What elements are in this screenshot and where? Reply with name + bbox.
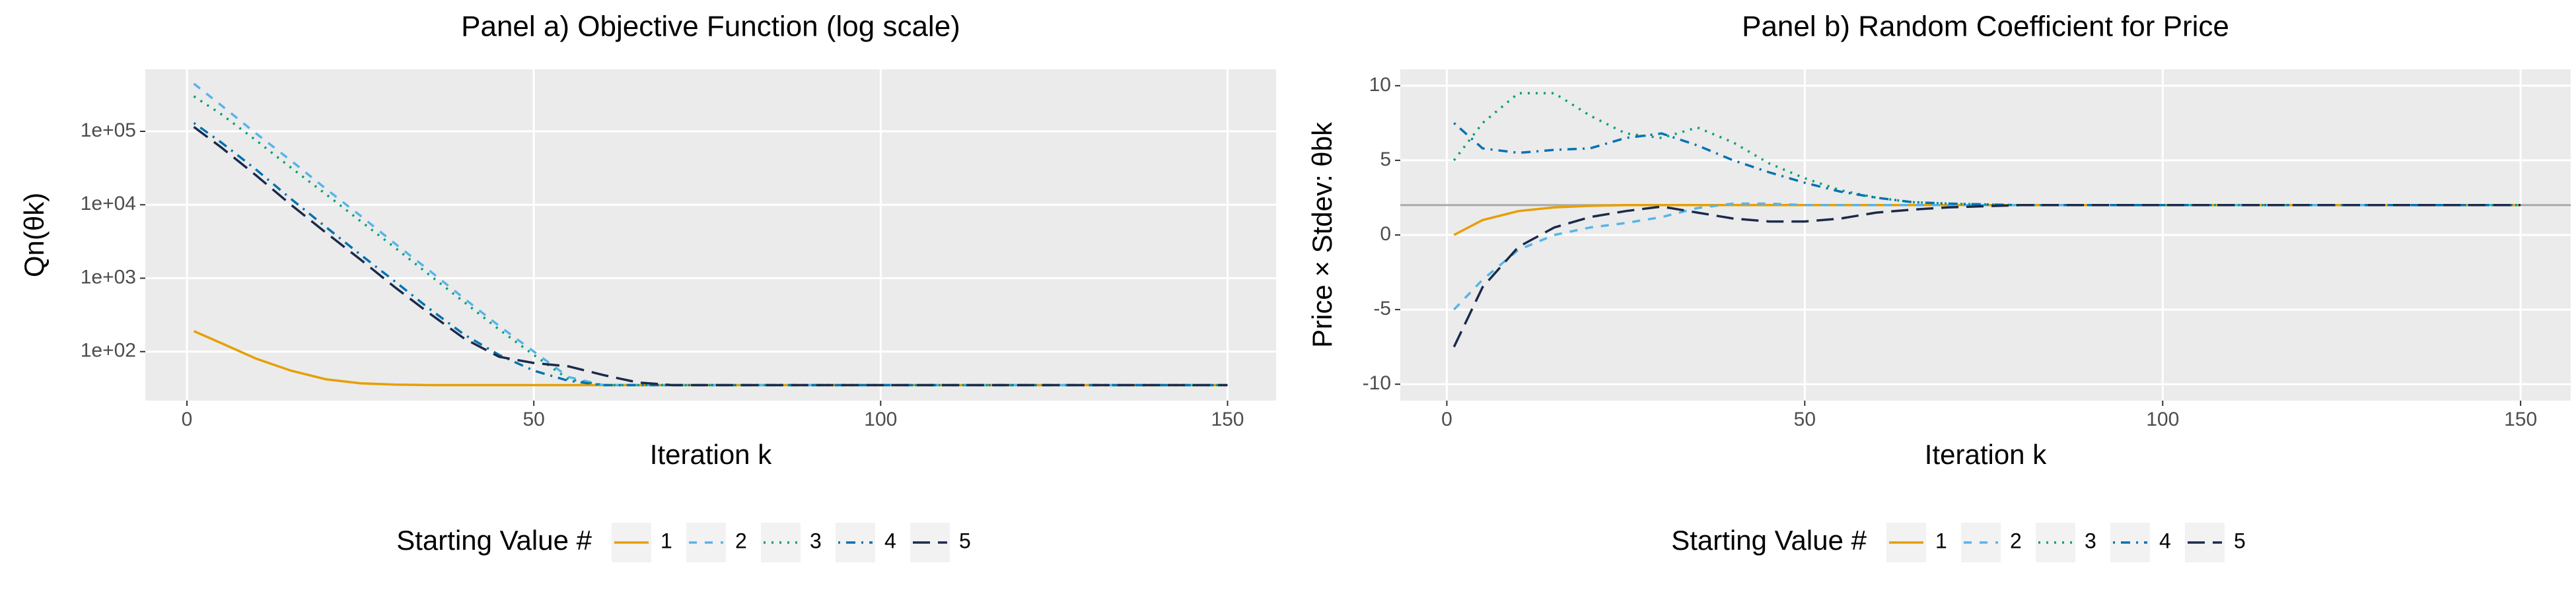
x-tick-label: 0 bbox=[1441, 409, 1452, 430]
plot-background bbox=[145, 69, 1276, 401]
x-tick-label: 100 bbox=[2146, 409, 2179, 430]
x-tick-label: 50 bbox=[522, 409, 544, 430]
legend-label: 2 bbox=[2010, 529, 2022, 552]
series-line bbox=[1453, 202, 2521, 311]
series-line bbox=[1452, 204, 2521, 348]
legend: Starting Value # 1 2 3 4 5 bbox=[396, 523, 971, 562]
x-tick-label: 150 bbox=[2504, 409, 2537, 430]
y-tick-label: 1e+02 bbox=[81, 340, 136, 362]
panel: 1e+02 1e+03 1e+04 1e+05 0 50 100 150 Panel a) Ob… bbox=[18, 11, 1276, 562]
legend-title: Starting Value # bbox=[1671, 525, 1867, 556]
x-axis-label: Iteration k bbox=[1925, 439, 2047, 470]
x-tick-label: 0 bbox=[182, 409, 193, 430]
x-tick-label: 150 bbox=[1211, 409, 1244, 430]
series-line bbox=[193, 82, 1228, 387]
y-tick-label: 10 bbox=[1369, 74, 1391, 96]
x-axis-label: Iteration k bbox=[650, 439, 772, 470]
legend-title: Starting Value # bbox=[396, 525, 592, 556]
y-tick-label: 1e+05 bbox=[81, 119, 136, 141]
series-line bbox=[193, 121, 1228, 387]
y-tick-label: 1e+04 bbox=[81, 193, 136, 214]
legend-label: 3 bbox=[810, 529, 822, 552]
x-tick-label: 50 bbox=[1794, 409, 1816, 430]
legend-label: 2 bbox=[735, 529, 747, 552]
y-tick-label: -10 bbox=[1363, 372, 1391, 394]
x-tick-label: 100 bbox=[864, 409, 897, 430]
series-line bbox=[193, 125, 1228, 387]
legend-label: 5 bbox=[2234, 529, 2246, 552]
y-tick-label: -5 bbox=[1373, 298, 1391, 319]
y-tick-label: 5 bbox=[1380, 148, 1391, 170]
legend-label: 4 bbox=[2159, 529, 2171, 552]
y-axis-label: Qn(θk) bbox=[18, 193, 50, 277]
legend-label: 3 bbox=[2085, 529, 2096, 552]
y-axis-label: Price × Stdev: θbk bbox=[1306, 121, 1338, 348]
legend: Starting Value # 1 2 3 4 5 bbox=[1671, 523, 2246, 562]
y-tick-label: 1e+03 bbox=[81, 266, 136, 288]
chart-title: Panel a) Objective Function (log scale) bbox=[461, 11, 960, 43]
legend-label: 5 bbox=[959, 529, 971, 552]
y-tick-label: 0 bbox=[1380, 223, 1391, 245]
legend-label: 1 bbox=[1935, 529, 1947, 552]
legend-label: 1 bbox=[661, 529, 672, 552]
legend-label: 4 bbox=[884, 529, 896, 552]
chart-title: Panel b) Random Coefficient for Price bbox=[1742, 11, 2229, 43]
